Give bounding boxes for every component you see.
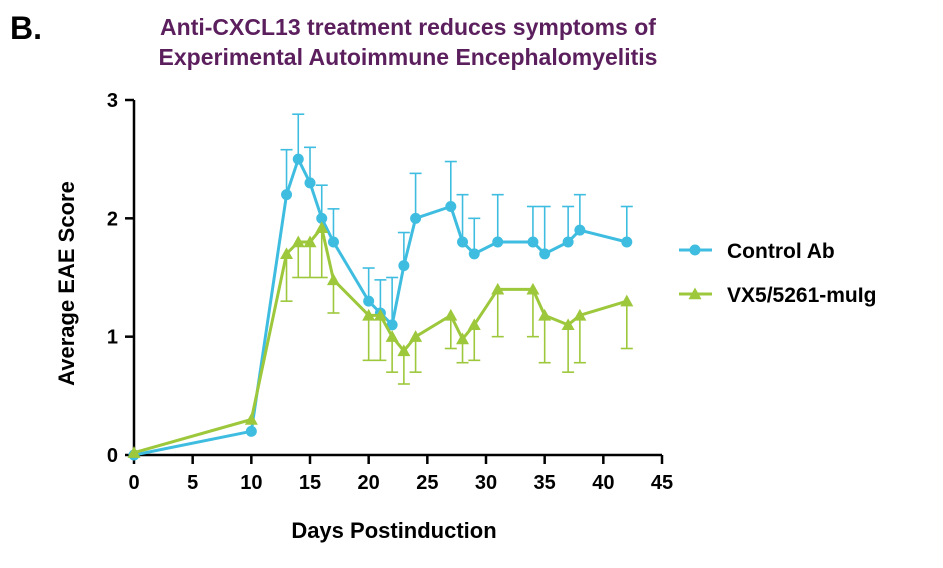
data-point (468, 248, 480, 260)
x-tick-label: 25 (416, 472, 438, 494)
x-axis-title: Days Postinduction (291, 518, 496, 543)
x-tick-label: 30 (475, 472, 497, 494)
x-tick-label: 15 (299, 472, 321, 494)
chart-title-line-2: Experimental Autoimmune Encephalomyeliti… (158, 44, 658, 70)
panel-label: B. (10, 10, 42, 46)
y-axis-title: Average EAE Score (54, 181, 79, 386)
legend: Control Ab VX5/5261-muIg (679, 240, 876, 307)
chart-title: Anti-CXCL13 treatment reduces symptoms o… (108, 12, 708, 72)
data-point (527, 236, 539, 248)
chart-title-line-1: Anti-CXCL13 treatment reduces symptoms o… (160, 14, 656, 40)
data-point (574, 224, 586, 236)
data-point (561, 318, 575, 331)
data-point (281, 189, 293, 201)
series-control (128, 113, 633, 461)
x-tick-label: 35 (534, 472, 556, 494)
data-point (492, 236, 504, 248)
data-point (539, 248, 551, 260)
data-point (621, 236, 633, 248)
data-point (409, 330, 423, 342)
data-point (445, 201, 457, 212)
x-tick-label: 10 (240, 472, 262, 494)
data-point (304, 177, 316, 189)
legend-label: VX5/5261-muIg (727, 284, 876, 307)
series-treatment (127, 221, 634, 458)
data-point (456, 332, 470, 345)
axes: 0 5 10 15 20 25 30 35 40 45 0 1 2 3 Days Postinduction… (54, 90, 673, 543)
legend-item-control: Control Ab (679, 240, 835, 263)
data-point (303, 235, 317, 248)
data-point (127, 446, 141, 458)
data-point (291, 235, 305, 248)
y-tick-label: 2 (107, 208, 118, 230)
data-point (467, 318, 481, 331)
data-point (362, 308, 376, 321)
x-tick-label: 45 (651, 472, 673, 494)
data-point (573, 308, 587, 321)
data-point (526, 282, 540, 295)
data-point (620, 294, 634, 307)
legend-label: Control Ab (727, 240, 835, 263)
data-point (316, 212, 328, 224)
data-point (398, 260, 410, 272)
data-point (373, 308, 387, 321)
data-point (385, 330, 399, 342)
data-point (244, 413, 258, 425)
data-point (245, 425, 257, 437)
y-tick-label: 3 (107, 90, 118, 112)
data-point (386, 319, 398, 331)
data-point (562, 236, 574, 248)
data-point (397, 344, 411, 357)
data-point (327, 236, 339, 248)
data-point (457, 236, 469, 248)
x-tick-label: 0 (128, 472, 139, 494)
y-tick-label: 0 (107, 445, 118, 467)
data-point (363, 295, 375, 307)
x-tick-label: 5 (187, 472, 198, 494)
legend-item-treatment: VX5/5261-muIg (679, 284, 876, 307)
data-point (491, 282, 505, 295)
data-point (538, 308, 552, 321)
legend-swatch-marker (689, 244, 701, 256)
x-tick-label: 40 (592, 472, 614, 494)
data-point (315, 221, 329, 233)
data-point (292, 153, 304, 165)
data-point (444, 308, 458, 321)
y-tick-label: 1 (107, 327, 118, 349)
series-group (127, 113, 634, 461)
data-point (280, 247, 294, 260)
data-point (410, 212, 422, 224)
data-point (326, 273, 340, 286)
legend-swatch-marker (688, 287, 702, 300)
x-tick-label: 20 (358, 472, 380, 494)
